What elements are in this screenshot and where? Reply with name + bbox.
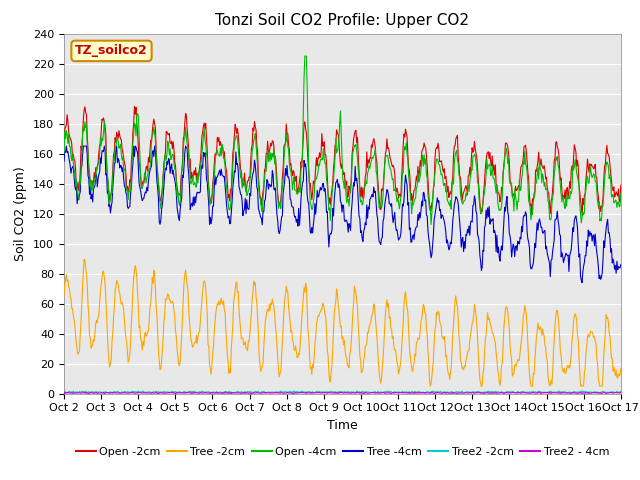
X-axis label: Time: Time	[327, 419, 358, 432]
Title: Tonzi Soil CO2 Profile: Upper CO2: Tonzi Soil CO2 Profile: Upper CO2	[216, 13, 469, 28]
Y-axis label: Soil CO2 (ppm): Soil CO2 (ppm)	[15, 166, 28, 261]
Text: TZ_soilco2: TZ_soilco2	[75, 44, 148, 58]
Legend: Open -2cm, Tree -2cm, Open -4cm, Tree -4cm, Tree2 -2cm, Tree2 - 4cm: Open -2cm, Tree -2cm, Open -4cm, Tree -4…	[71, 443, 614, 461]
